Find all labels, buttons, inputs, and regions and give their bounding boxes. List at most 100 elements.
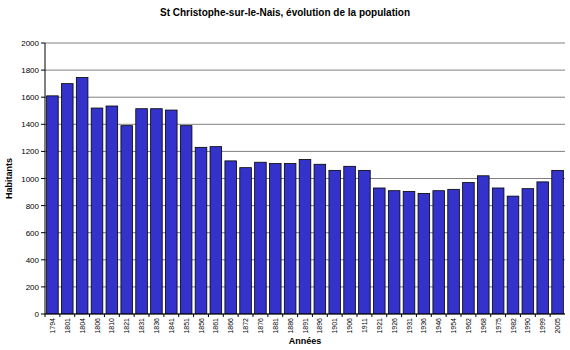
y-tick-label: 1600 [21,93,39,102]
bar [255,162,267,314]
x-tick-label: 1841 [168,318,175,334]
x-tick [431,314,432,317]
x-tick-label: 1990 [524,318,531,334]
bar [507,196,519,314]
x-tick [119,314,120,317]
x-tick-label: 1794 [49,318,56,334]
bar [136,109,148,314]
grid [45,43,565,314]
y-tick-label: 400 [26,256,40,265]
grid-line [45,314,565,315]
y-tick [41,259,45,260]
x-tick [74,314,75,317]
x-tick [59,314,60,317]
x-tick [357,314,358,317]
bar [210,147,222,314]
x-tick-label: 2005 [554,318,561,334]
bar [180,126,192,314]
bar [106,106,118,314]
x-tick-label: 1804 [79,318,86,334]
x-tick [401,314,402,317]
x-tick-label: 1886 [287,318,294,334]
bar [477,176,489,314]
grid-line [45,124,565,125]
bar [314,164,326,314]
x-tick-label: 1906 [346,318,353,334]
bar [240,168,252,314]
x-tick-label: 1921 [376,318,383,334]
x-tick-label: 1866 [227,318,234,334]
x-tick-label: 1856 [198,318,205,334]
bar [388,191,400,314]
y-tick-label: 0 [35,310,40,319]
title: St Christophe-sur-le-Nais, évolution de … [160,7,410,18]
x-tick [371,314,372,317]
bar [61,84,73,314]
x-tick [461,314,462,317]
x-tick [416,314,417,317]
y-tick [41,43,45,44]
bar [463,183,475,314]
bars [47,78,564,314]
x-tick-label: 1982 [510,318,517,334]
bar [91,108,103,314]
x-tick-label: 1975 [495,318,502,334]
y-axis-label: Habitants [4,158,14,199]
y-tick [41,232,45,233]
x-tick [193,314,194,317]
bar [299,160,311,314]
x-tick-label: 1891 [302,318,309,334]
x-tick-label: 1810 [108,318,115,334]
y-tick [41,314,45,315]
x-tick-label: 1836 [153,318,160,334]
y-tick [41,205,45,206]
x-tick [149,314,150,317]
x-tick [134,314,135,317]
grid-line [45,97,565,98]
x-tick [282,314,283,317]
grid-line [45,43,565,44]
x-tick [267,314,268,317]
x-tick [312,314,313,317]
x-tick-label: 1962 [465,318,472,334]
x-tick [386,314,387,317]
bar [492,188,504,314]
x-tick-label: 1999 [539,318,546,334]
x-tick [297,314,298,317]
y-tick-label: 1000 [21,175,39,184]
x-tick [327,314,328,317]
x-tick [535,314,536,317]
x-tick-label: 1968 [480,318,487,334]
y-tick-label: 200 [26,283,40,292]
y-tick [41,70,45,71]
x-tick [223,314,224,317]
grid-line [45,70,565,71]
x-tick-label: 1901 [331,318,338,334]
bar [76,78,88,314]
bar [47,96,59,314]
x-tick [208,314,209,317]
x-tick-label: 1954 [450,318,457,334]
y-tick [41,124,45,125]
x-tick-label: 1806 [94,318,101,334]
bar [151,109,163,314]
bar [284,164,296,314]
x-tick [505,314,506,317]
y-tick-label: 1800 [21,66,39,75]
x-tick-label: 1821 [123,318,130,334]
x-tick [45,314,46,317]
bar [403,191,415,314]
bar [552,170,564,314]
bar [448,189,460,314]
bar [433,191,445,314]
bar [344,166,356,314]
y-tick [41,286,45,287]
y-tick [41,178,45,179]
y-tick-label: 800 [26,202,40,211]
x-tick [238,314,239,317]
x-tick [550,314,551,317]
x-tick [178,314,179,317]
x-tick-label: 1872 [242,318,249,334]
x-axis [45,314,565,315]
x-axis-label: Années [289,336,322,346]
